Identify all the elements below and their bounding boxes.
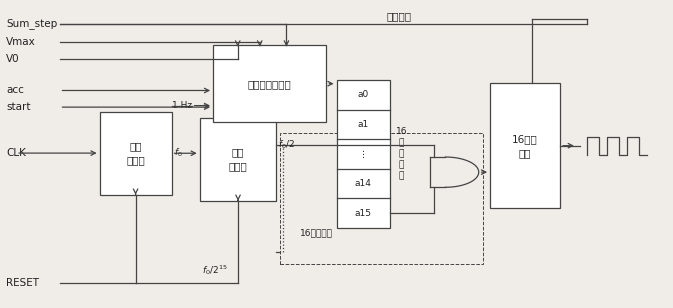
Text: 16
位
寄
存
器: 16 位 寄 存 器 xyxy=(396,127,407,181)
Text: 1 Hz: 1 Hz xyxy=(172,101,192,110)
Bar xyxy=(490,83,560,209)
Text: start: start xyxy=(6,102,30,112)
Text: 16个与逻辑: 16个与逻辑 xyxy=(300,228,333,237)
Bar xyxy=(280,133,483,264)
Text: CLK: CLK xyxy=(6,148,26,158)
Text: Sum_step: Sum_step xyxy=(6,18,57,29)
Text: RESET: RESET xyxy=(6,278,39,288)
Text: acc: acc xyxy=(6,86,24,95)
Text: ⋮: ⋮ xyxy=(359,149,367,159)
Text: V0: V0 xyxy=(6,54,20,64)
Text: 脉冲
发生器: 脉冲 发生器 xyxy=(229,147,248,171)
Text: $f_0/2^{15}$: $f_0/2^{15}$ xyxy=(202,263,227,278)
Text: a14: a14 xyxy=(355,179,371,188)
Bar xyxy=(100,112,172,195)
Text: 时钟
发生器: 时钟 发生器 xyxy=(127,141,145,165)
Bar xyxy=(200,118,277,201)
Text: $f_0$/2: $f_0$/2 xyxy=(279,139,295,151)
Text: $f_0$: $f_0$ xyxy=(174,147,183,159)
Text: 反馈脉冲: 反馈脉冲 xyxy=(386,11,412,21)
Text: a15: a15 xyxy=(355,209,371,218)
Text: 脉冲速率发生器: 脉冲速率发生器 xyxy=(248,79,291,89)
Bar xyxy=(336,80,390,228)
Text: a1: a1 xyxy=(357,120,369,129)
Bar xyxy=(213,45,326,122)
Text: a0: a0 xyxy=(357,90,369,99)
Text: 16个或
逻辑: 16个或 逻辑 xyxy=(512,134,538,158)
Text: Vmax: Vmax xyxy=(6,37,36,47)
